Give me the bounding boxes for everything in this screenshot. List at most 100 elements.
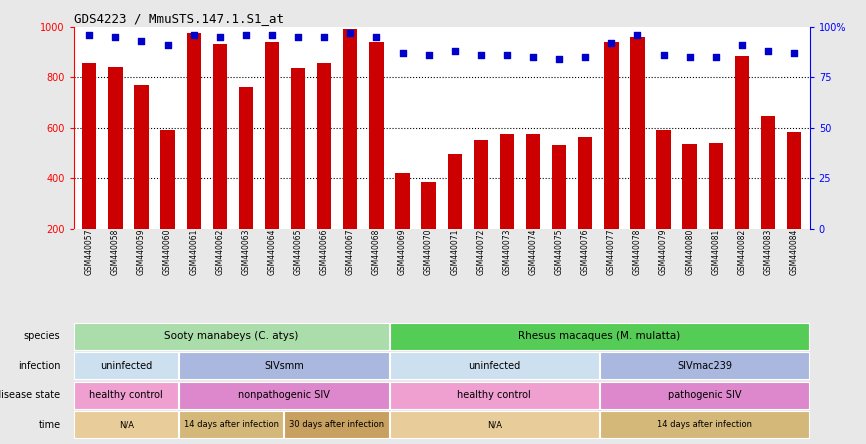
Point	[317, 33, 331, 40]
Text: N/A: N/A	[119, 420, 133, 429]
Bar	[578, 137, 592, 229]
Point	[553, 56, 566, 63]
Text: GSM440077: GSM440077	[607, 229, 616, 275]
Bar	[708, 143, 723, 229]
Point	[761, 48, 775, 55]
Text: Rhesus macaques (M. mulatta): Rhesus macaques (M. mulatta)	[518, 331, 681, 341]
Point	[239, 31, 253, 38]
Text: GSM440064: GSM440064	[268, 229, 276, 275]
Point	[344, 29, 358, 36]
Bar	[265, 42, 279, 229]
Point	[396, 49, 410, 56]
Bar	[630, 37, 644, 229]
Text: N/A: N/A	[487, 420, 501, 429]
Point	[82, 31, 96, 38]
Text: SIVmac239: SIVmac239	[677, 361, 732, 371]
Bar	[179, 352, 389, 379]
Text: GSM440067: GSM440067	[346, 229, 355, 275]
Text: GSM440074: GSM440074	[528, 229, 538, 275]
Bar	[239, 87, 253, 229]
Text: GSM440075: GSM440075	[554, 229, 564, 275]
Point	[682, 53, 696, 60]
Bar	[179, 411, 283, 438]
Text: GSM440069: GSM440069	[398, 229, 407, 275]
Text: GSM440080: GSM440080	[685, 229, 695, 275]
Text: Sooty manabeys (C. atys): Sooty manabeys (C. atys)	[165, 331, 299, 341]
Text: GSM440082: GSM440082	[737, 229, 746, 275]
Text: GSM440076: GSM440076	[581, 229, 590, 275]
Text: GSM440058: GSM440058	[111, 229, 120, 275]
Text: GSM440081: GSM440081	[711, 229, 721, 275]
Point	[630, 31, 644, 38]
Bar	[179, 382, 389, 409]
Bar	[390, 352, 599, 379]
Bar	[74, 411, 178, 438]
Point	[474, 52, 488, 59]
Bar	[108, 67, 123, 229]
Bar	[552, 146, 566, 229]
Bar	[213, 44, 227, 229]
Text: healthy control: healthy control	[89, 390, 163, 400]
Text: GSM440072: GSM440072	[476, 229, 485, 275]
Point	[578, 53, 592, 60]
Text: 30 days after infection: 30 days after infection	[289, 420, 384, 429]
Bar	[526, 134, 540, 229]
Bar	[600, 411, 809, 438]
Bar	[74, 382, 178, 409]
Text: species: species	[24, 331, 61, 341]
Text: 14 days after infection: 14 days after infection	[184, 420, 279, 429]
Bar	[317, 63, 332, 229]
Bar	[656, 130, 670, 229]
Bar	[390, 411, 599, 438]
Text: GSM440061: GSM440061	[189, 229, 198, 275]
Point	[526, 53, 540, 60]
Text: pathogenic SIV: pathogenic SIV	[668, 390, 741, 400]
Text: healthy control: healthy control	[457, 390, 531, 400]
Text: time: time	[38, 420, 61, 430]
Bar	[74, 323, 389, 350]
Bar	[186, 33, 201, 229]
Bar	[134, 85, 149, 229]
Bar	[422, 182, 436, 229]
Text: GSM440084: GSM440084	[790, 229, 798, 275]
Text: GSM440083: GSM440083	[764, 229, 772, 275]
Point	[422, 52, 436, 59]
Point	[787, 49, 801, 56]
Point	[370, 33, 384, 40]
Bar	[291, 68, 306, 229]
Bar	[600, 382, 809, 409]
Text: GSM440060: GSM440060	[163, 229, 172, 275]
Bar	[448, 155, 462, 229]
Point	[500, 52, 514, 59]
Text: GSM440063: GSM440063	[242, 229, 250, 275]
Bar	[787, 131, 801, 229]
Text: SIVsmm: SIVsmm	[264, 361, 304, 371]
Point	[161, 41, 175, 48]
Text: GSM440065: GSM440065	[294, 229, 302, 275]
Text: GSM440078: GSM440078	[633, 229, 642, 275]
Point	[134, 37, 148, 44]
Text: GSM440079: GSM440079	[659, 229, 668, 275]
Text: GSM440059: GSM440059	[137, 229, 146, 275]
Bar	[369, 42, 384, 229]
Bar	[390, 382, 599, 409]
Bar	[74, 352, 178, 379]
Text: GSM440057: GSM440057	[85, 229, 94, 275]
Text: GSM440068: GSM440068	[372, 229, 381, 275]
Bar	[160, 130, 175, 229]
Text: disease state: disease state	[0, 390, 61, 400]
Text: infection: infection	[18, 361, 61, 371]
Text: GSM440071: GSM440071	[450, 229, 459, 275]
Text: GSM440066: GSM440066	[320, 229, 329, 275]
Point	[187, 31, 201, 38]
Bar	[474, 140, 488, 229]
Bar	[390, 323, 809, 350]
Bar	[82, 63, 96, 229]
Point	[448, 48, 462, 55]
Point	[213, 33, 227, 40]
Bar	[604, 42, 618, 229]
Text: GSM440070: GSM440070	[424, 229, 433, 275]
Point	[108, 33, 122, 40]
Text: 14 days after infection: 14 days after infection	[657, 420, 752, 429]
Point	[604, 39, 618, 46]
